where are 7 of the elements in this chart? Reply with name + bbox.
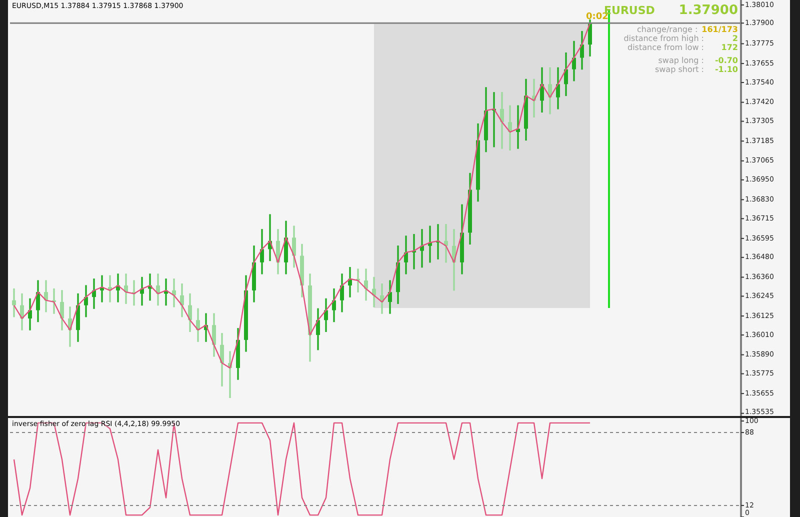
annotation: 0:02	[586, 12, 608, 22]
text: swap short : -1.10	[654, 65, 738, 74]
text: 1.37900	[678, 3, 738, 18]
text: distance from low : 172	[628, 43, 738, 52]
text: swap long : -0.70	[658, 56, 738, 65]
text: change/range : 161/173	[637, 25, 738, 34]
text: distance from high : 2	[624, 34, 738, 43]
